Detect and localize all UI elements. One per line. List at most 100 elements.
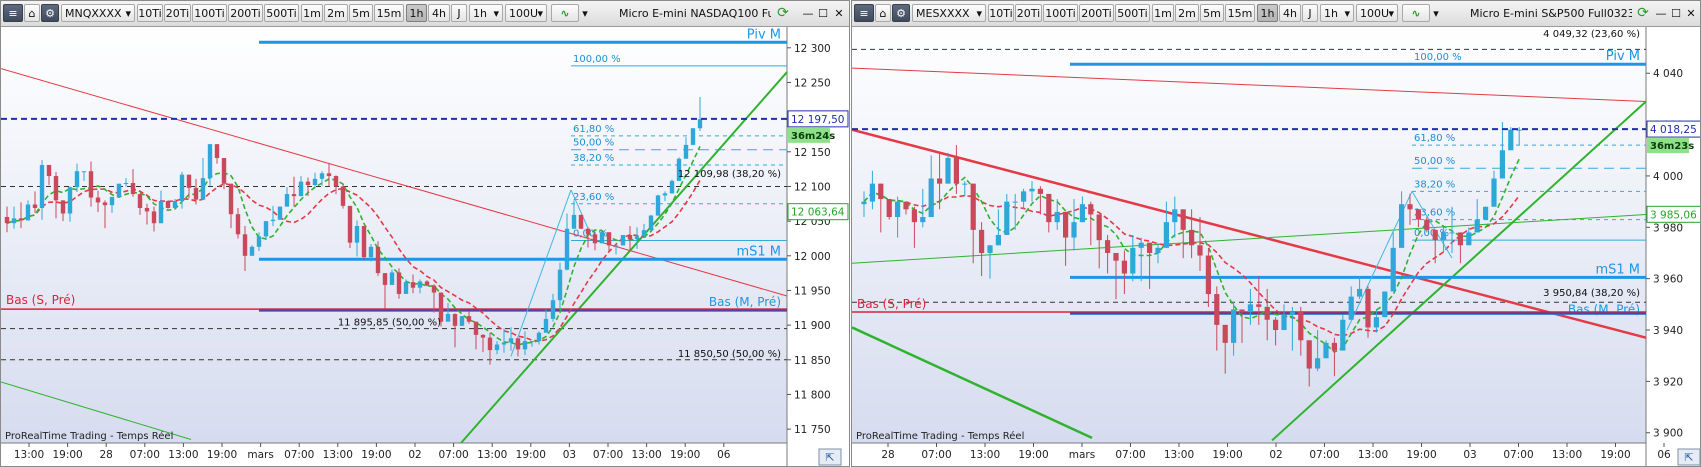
timeframe-15m[interactable]: 15m <box>1225 4 1255 22</box>
candle-body <box>1239 309 1245 313</box>
indicators-button[interactable]: ∿ <box>1402 4 1430 22</box>
timeframe-20ti[interactable]: 20Ti <box>164 4 191 22</box>
x-tick-label: 13:00 <box>631 449 661 461</box>
fib-level-label: 61,80 % <box>573 124 614 135</box>
indicators-chevron[interactable]: ▾ <box>1431 4 1441 22</box>
timeframe-j[interactable]: J <box>1302 4 1318 22</box>
candle-body <box>620 235 626 246</box>
units-select[interactable]: 100U ▾ <box>1356 4 1398 22</box>
fib-level-label: 23,60 % <box>1414 208 1455 219</box>
candle-body <box>438 292 444 322</box>
candle-body <box>214 144 220 159</box>
close-icon[interactable]: ✕ <box>1686 6 1696 20</box>
timeframe-500ti[interactable]: 500Ti <box>264 4 299 22</box>
price-chart[interactable]: 100,00 % 61,80 % 50,00 % 38,20 % 23,60 % 0,00… <box>852 27 1700 466</box>
candle-body <box>937 178 943 184</box>
candle-body <box>895 201 901 218</box>
candle-body <box>1155 247 1161 253</box>
candle-body <box>515 338 521 350</box>
chevron-down-icon: ▾ <box>1433 6 1439 20</box>
window-title: Micro E-mini S&P500 Full0323 <box>1470 6 1632 20</box>
candle-body <box>1063 211 1069 238</box>
x-tick-label: 07:00 <box>438 449 468 461</box>
refresh-icon[interactable]: ⟳ <box>1637 5 1649 21</box>
candle-body <box>53 176 59 201</box>
indicators-button[interactable]: ∿ <box>551 4 579 22</box>
timeframe-10ti[interactable]: 10Ti <box>988 4 1014 22</box>
chart-panel-sp500: ≡ ⌂ ⚙ MESXXXX ▾ 10Ti 20Ti 100Ti 200Ti 500… <box>851 0 1701 467</box>
timeframe-500ti[interactable]: 500Ti <box>1115 4 1150 22</box>
candle-body <box>613 245 619 247</box>
timeframe-5m[interactable]: 5m <box>1200 4 1224 22</box>
y-tick-label: 4 040 <box>1653 68 1683 80</box>
candle-body <box>1466 232 1472 246</box>
maximize-icon[interactable]: ☐ <box>818 6 828 20</box>
minimize-icon[interactable]: — <box>1655 6 1667 20</box>
timeframe-2m[interactable]: 2m <box>1175 4 1199 22</box>
chart-type-icon[interactable]: ≡ <box>854 4 874 22</box>
chart-type-icon[interactable]: ≡ <box>3 4 23 22</box>
candle-body <box>1365 288 1371 328</box>
timeframe-1m[interactable]: 1m <box>301 4 323 22</box>
candle-body <box>452 314 458 326</box>
link-icon[interactable]: ⌂ <box>24 4 40 22</box>
candle-body <box>536 332 542 342</box>
timeframe-j[interactable]: J <box>451 4 467 22</box>
period-select[interactable]: 1h ▾ <box>1320 4 1354 22</box>
refresh-icon[interactable]: ⟳ <box>777 5 789 21</box>
timeframe-4h[interactable]: 4h <box>428 4 450 22</box>
settings-icon[interactable]: ⚙ <box>41 4 59 22</box>
candle-body <box>431 285 437 293</box>
x-tick-label: mars <box>247 449 273 461</box>
timeframe-1h[interactable]: 1h <box>1257 4 1278 22</box>
timeframe-1h[interactable]: 1h <box>406 4 427 22</box>
price-annotation: 3 950,84 (38,20 %) <box>1543 288 1640 299</box>
timeframe-5m[interactable]: 5m <box>349 4 373 22</box>
units-select-value: 100U <box>509 6 539 20</box>
price-badge <box>787 110 849 128</box>
candle-body <box>1130 247 1136 274</box>
timeframe-200ti[interactable]: 200Ti <box>1079 4 1114 22</box>
candle-body <box>683 144 689 159</box>
timeframe-4h[interactable]: 4h <box>1279 4 1301 22</box>
candle-body <box>508 338 514 343</box>
candle-body <box>697 119 703 129</box>
minimize-icon[interactable]: — <box>802 6 814 20</box>
symbol-selector[interactable]: MESXXXX ▾ <box>912 4 986 22</box>
timeframe-2m[interactable]: 2m <box>324 4 348 22</box>
candle-body <box>690 128 696 145</box>
y-tick-label: 3 940 <box>1653 325 1683 337</box>
timeframe-20ti[interactable]: 20Ti <box>1015 4 1042 22</box>
timeframe-100ti[interactable]: 100Ti <box>192 4 227 22</box>
candle-body <box>979 229 985 253</box>
candle-body <box>459 316 465 326</box>
candle-body <box>1189 229 1195 246</box>
timeframe-100ti[interactable]: 100Ti <box>1043 4 1078 22</box>
timeframe-200ti[interactable]: 200Ti <box>228 4 263 22</box>
indicators-chevron[interactable]: ▾ <box>580 4 590 22</box>
maximize-icon[interactable]: ☐ <box>1671 6 1681 20</box>
candle-body <box>242 234 248 256</box>
candle-body <box>1331 342 1337 351</box>
candle-body <box>529 341 535 343</box>
candle-body <box>861 201 867 205</box>
candle-body <box>1054 211 1060 223</box>
settings-icon[interactable]: ⚙ <box>892 4 910 22</box>
timeframe-15m[interactable]: 15m <box>374 4 404 22</box>
timeframe-10ti[interactable]: 10Ti <box>137 4 163 22</box>
price-chart[interactable]: 100,00 % 61,80 % 50,00 % 38,20 % 23,60 % 0,00… <box>1 27 849 466</box>
candle-body <box>354 225 360 243</box>
link-icon[interactable]: ⌂ <box>875 4 891 22</box>
units-select[interactable]: 100U ▾ <box>505 4 547 22</box>
symbol-selector[interactable]: MNQXXXX ▾ <box>61 4 135 22</box>
candle-body <box>116 183 122 197</box>
y-tick-label: 12 100 <box>794 181 831 193</box>
x-tick-label: 07:00 <box>921 449 951 461</box>
units-select-value: 100U <box>1360 6 1390 20</box>
candle-body <box>501 342 507 345</box>
close-icon[interactable]: ✕ <box>834 6 844 20</box>
timeframe-1m[interactable]: 1m <box>1152 4 1174 22</box>
period-select[interactable]: 1h ▾ <box>469 4 503 22</box>
x-tick-label: 13:00 <box>14 449 44 461</box>
candle-body <box>291 194 297 197</box>
